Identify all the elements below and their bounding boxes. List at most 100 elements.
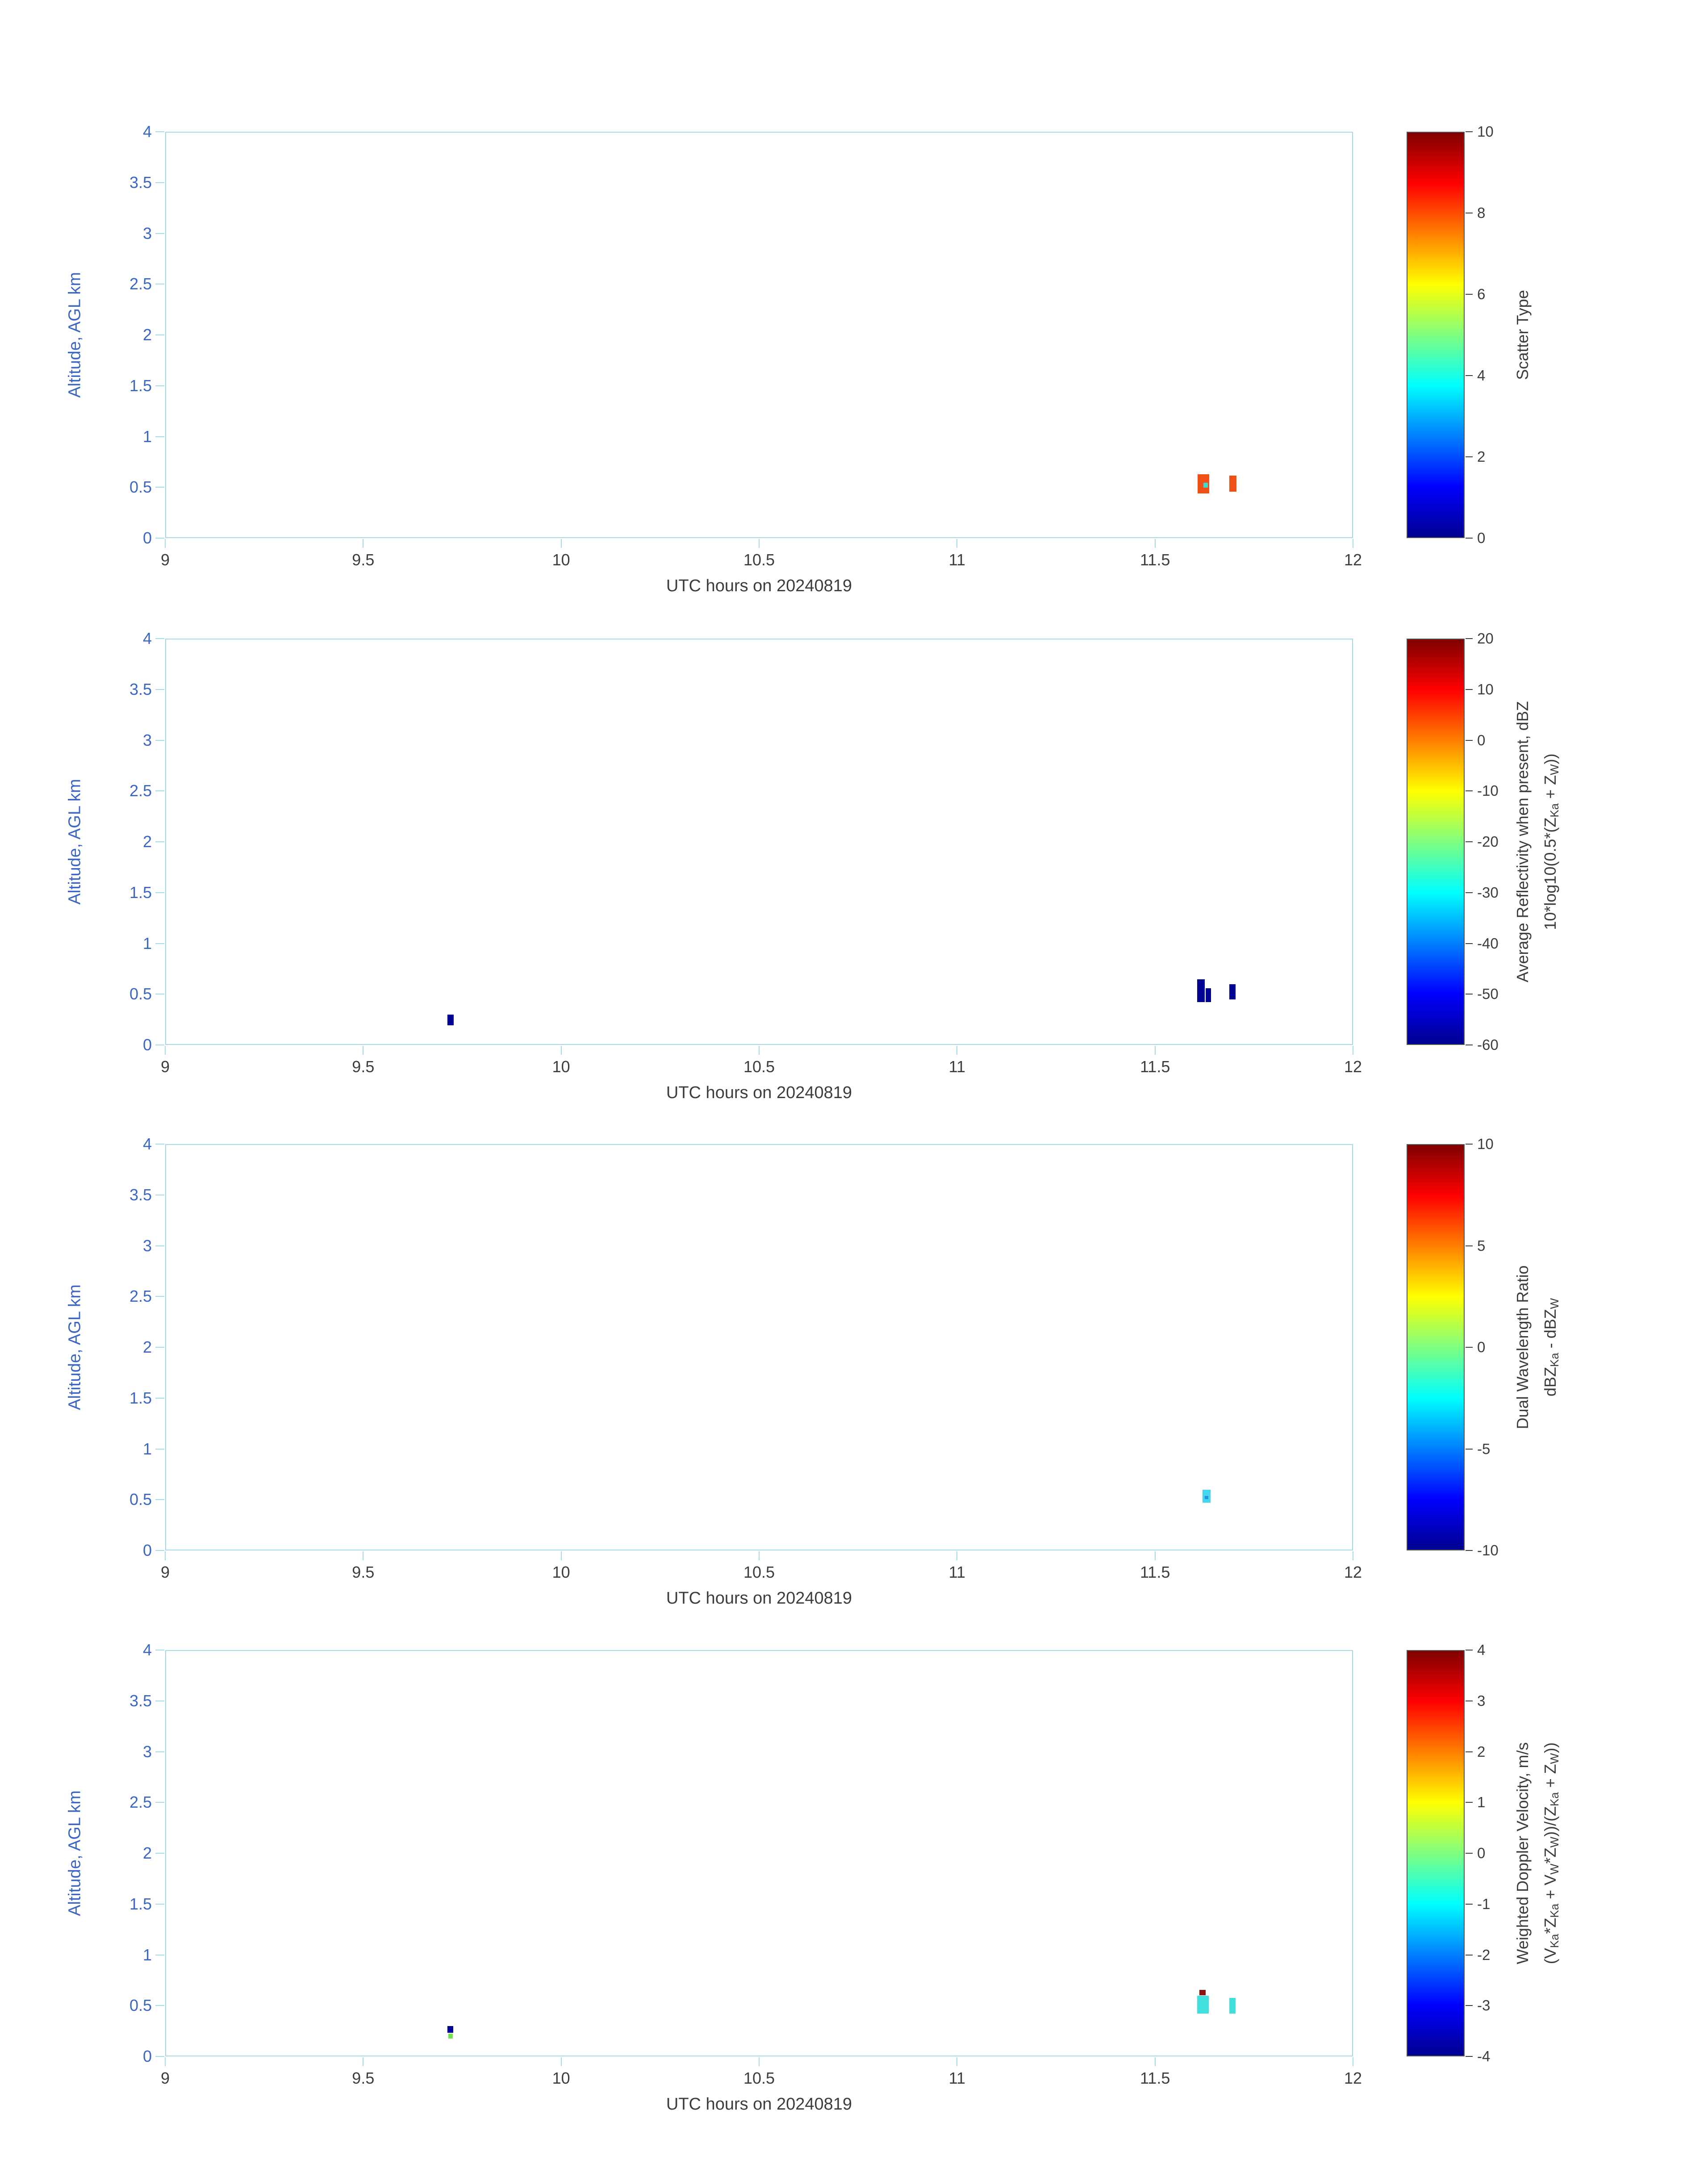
colorbar-tick-label: -30 [1477,884,1499,901]
data-mark [447,2026,454,2033]
x-tick-label: 9.5 [352,551,375,569]
colorbar-tick-label: 5 [1477,1237,1486,1254]
colorbar-tick-label: 10 [1477,1136,1494,1152]
y-tick-mark [155,1751,164,1752]
y-tick-mark [155,436,164,437]
y-tick-mark [155,740,164,741]
colorbar-tick-label: -4 [1477,2048,1491,2064]
y-tick-mark [155,638,164,639]
y-tick-mark [155,1650,164,1651]
colorbar-tick-mark [1466,1347,1473,1348]
colorbar-label: (VKa*ZKa + VW*ZW))/(ZKa + ZW)) [1541,1742,1561,1964]
y-tick-mark [155,487,164,488]
y-tick-label: 4 [142,122,152,141]
colorbar-tick-mark [1466,638,1473,639]
x-tick-label: 10 [552,1563,570,1581]
colorbar-tick-mark [1466,1650,1473,1651]
y-tick-label: 2.5 [129,781,152,800]
colorbar-tick-mark [1466,1448,1473,1450]
colorbar [1407,1650,1465,2056]
y-tick-label: 1 [142,427,152,446]
y-tick-label: 2 [142,326,152,344]
y-tick-mark [155,1144,164,1145]
colorbar-tick-label: 3 [1477,1692,1486,1709]
data-mark [1206,988,1211,1003]
y-tick-label: 3 [142,224,152,242]
x-tick-mark [956,1046,958,1055]
y-tick-label: 0 [142,529,152,547]
x-tick-label: 11.5 [1140,1057,1170,1076]
colorbar-label-subscript: Ka [1548,1934,1561,1948]
colorbar-tick-label: 0 [1477,1339,1486,1355]
y-tick-mark [155,841,164,842]
x-tick-mark [165,1046,166,1055]
colorbar-tick-mark [1466,2005,1473,2006]
plot-box [165,132,1353,538]
colorbar-label-text: Weighted Doppler Velocity, m/s [1513,1742,1532,1964]
colorbar-tick-label: 2 [1477,1743,1486,1760]
y-tick-mark [155,131,164,132]
x-tick-label: 11 [948,1057,966,1076]
colorbar-tick-mark [1466,1802,1473,1803]
y-tick-label: 1 [142,1945,152,1964]
x-tick-label: 9.5 [352,2069,375,2087]
y-tick-mark [155,2005,164,2006]
y-tick-mark [155,1296,164,1297]
x-tick-label: 11.5 [1140,1563,1170,1581]
y-tick-label: 3 [142,731,152,749]
x-tick-label: 10 [552,1057,570,1076]
y-tick-label: 3 [142,1742,152,1761]
x-tick-label: 11 [948,1563,966,1581]
colorbar-tick-mark [1466,1144,1473,1145]
y-tick-mark [155,2056,164,2057]
x-tick-label: 9.5 [352,1057,375,1076]
x-axis-label: UTC hours on 20240819 [666,577,852,595]
y-tick-label: 0 [142,2047,152,2065]
y-tick-label: 2 [142,1844,152,1862]
y-tick-mark [155,1954,164,1956]
x-tick-label: 9 [160,551,170,569]
colorbar-label-subscript: Ka [1548,1792,1561,1806]
y-tick-mark [155,1903,164,1905]
x-tick-label: 11.5 [1140,551,1170,569]
y-tick-mark [155,1499,164,1500]
colorbar-tick-mark [1466,689,1473,690]
x-tick-label: 10 [552,551,570,569]
data-mark [1229,476,1237,492]
y-tick-mark [155,538,164,539]
plot-box [165,639,1353,1045]
colorbar-tick-mark [1466,375,1473,376]
colorbar-tick-label: 4 [1477,1642,1486,1658]
y-tick-label: 4 [142,629,152,648]
data-mark [447,1014,454,1025]
y-tick-label: 1.5 [129,376,152,395]
x-tick-mark [759,539,760,548]
y-tick-mark [155,233,164,234]
y-tick-mark [155,892,164,893]
x-tick-mark [1154,1551,1156,1560]
x-axis-label: UTC hours on 20240819 [666,1589,852,1608]
colorbar-tick-mark [1466,841,1473,842]
y-tick-mark [155,1853,164,1854]
colorbar-label-text: ))/(Z [1541,1806,1559,1837]
data-mark [1204,1496,1209,1500]
y-tick-mark [155,790,164,792]
x-tick-mark [759,1046,760,1055]
colorbar-tick-label: -3 [1477,1997,1491,2014]
colorbar-tick-label: 0 [1477,731,1486,748]
colorbar-tick-mark [1466,538,1473,539]
y-tick-label: 2.5 [129,1793,152,1812]
colorbar-tick-label: 1 [1477,1794,1486,1811]
y-tick-mark [155,385,164,386]
colorbar-tick-label: -10 [1477,1542,1499,1559]
colorbar-tick-mark [1466,456,1473,457]
colorbar-tick-label: -2 [1477,1946,1491,1963]
colorbar-label-subscript: Ka [1548,1903,1561,1918]
y-tick-label: 3.5 [129,1185,152,1204]
colorbar [1407,1144,1465,1550]
colorbar-tick-label: 2 [1477,448,1486,465]
data-mark [1199,1989,1206,1996]
x-tick-mark [1154,1046,1156,1055]
x-tick-label: 10 [552,2069,570,2087]
